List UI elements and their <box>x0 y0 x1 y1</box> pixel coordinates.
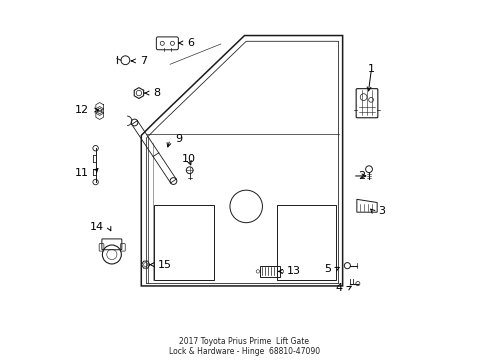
Text: 15: 15 <box>158 260 172 270</box>
Text: 11: 11 <box>75 168 89 177</box>
Text: 1: 1 <box>367 64 374 75</box>
Text: 5: 5 <box>323 264 330 274</box>
Text: 8: 8 <box>153 88 160 98</box>
Text: 3: 3 <box>377 207 385 216</box>
Text: 6: 6 <box>186 38 194 48</box>
Text: 2017 Toyota Prius Prime  Lift Gate
Lock & Hardware - Hinge  68810-47090: 2017 Toyota Prius Prime Lift Gate Lock &… <box>168 337 320 356</box>
Text: 10: 10 <box>182 154 195 164</box>
Text: 9: 9 <box>175 134 182 144</box>
Text: 14: 14 <box>90 222 104 233</box>
Text: 13: 13 <box>286 266 300 276</box>
Text: 12: 12 <box>75 105 89 115</box>
Text: 2: 2 <box>357 171 364 181</box>
Text: 4: 4 <box>335 283 342 293</box>
Text: 7: 7 <box>139 56 146 66</box>
